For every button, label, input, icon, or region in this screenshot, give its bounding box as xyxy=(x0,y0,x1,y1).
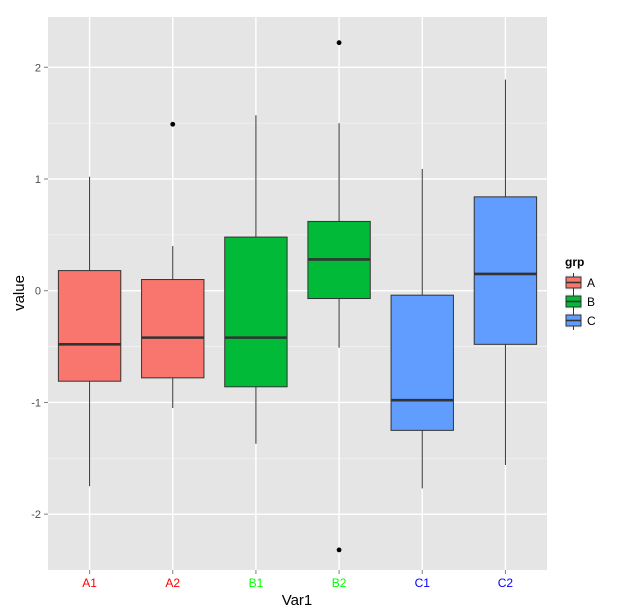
legend-label: C xyxy=(587,314,596,328)
outlier-point xyxy=(336,547,342,553)
box-body xyxy=(141,279,205,379)
legend-title: grp xyxy=(565,255,584,269)
legend-key-A xyxy=(564,273,583,292)
legend-key-C xyxy=(564,311,583,330)
box-body xyxy=(57,270,122,382)
y-tick-label: -1 xyxy=(31,397,41,409)
legend-label: A xyxy=(587,276,595,290)
y-tick-label: -2 xyxy=(31,509,41,521)
legend-key-B xyxy=(564,292,583,311)
x-tick-label: B1 xyxy=(249,576,264,590)
x-tick-label: A1 xyxy=(82,576,97,590)
box-C1 xyxy=(390,168,454,489)
box-A1 xyxy=(57,176,122,487)
y-tick-label: 0 xyxy=(35,286,41,298)
x-axis-title: Var1 xyxy=(282,592,313,609)
box-A2 xyxy=(141,121,205,409)
y-tick-label: 1 xyxy=(35,174,41,186)
plot-panel xyxy=(48,17,547,570)
legend: grp ABC xyxy=(564,255,596,330)
box-B1 xyxy=(224,115,288,444)
y-tick-label: 2 xyxy=(35,62,41,74)
box-C2 xyxy=(473,79,538,465)
x-tick-label: A2 xyxy=(165,576,180,590)
outlier-point xyxy=(170,121,176,127)
x-tick-label: B2 xyxy=(332,576,347,590)
panel-background xyxy=(48,17,547,570)
y-axis-title: value xyxy=(11,275,28,311)
x-tick-label: C1 xyxy=(415,576,431,590)
box-body xyxy=(473,196,538,345)
box-body xyxy=(390,294,454,431)
x-axis: A1 A2 B1 B2 C1 C2 xyxy=(82,570,513,590)
x-tick-label: C2 xyxy=(498,576,514,590)
legend-label: B xyxy=(587,295,595,309)
box-body xyxy=(224,236,288,388)
outlier-point xyxy=(336,40,342,46)
box-B2 xyxy=(307,40,371,553)
box-series xyxy=(57,40,538,553)
y-axis: -2 -1 0 1 2 xyxy=(31,62,48,521)
